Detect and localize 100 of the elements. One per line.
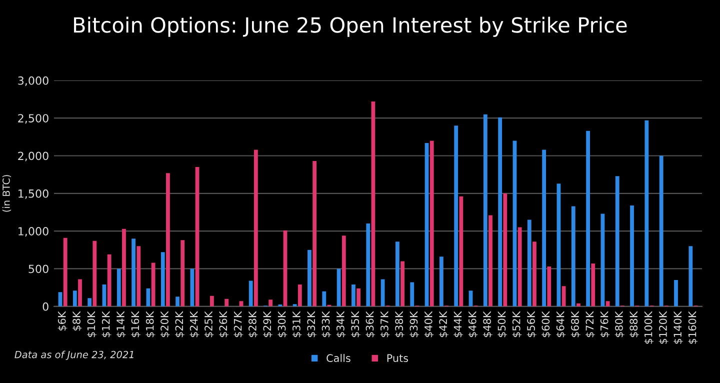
bar bbox=[78, 279, 82, 306]
bar bbox=[688, 246, 693, 306]
bar bbox=[366, 224, 370, 306]
x-tick-label: $16K bbox=[131, 311, 141, 338]
bar bbox=[132, 238, 136, 306]
x-tick-label: $38K bbox=[394, 311, 404, 338]
bar bbox=[644, 120, 649, 306]
bar bbox=[88, 298, 92, 306]
x-tick-label: $35K bbox=[350, 311, 360, 338]
chart-title: Bitcoin Options: June 25 Open Interest by Strike Price bbox=[74, 16, 627, 37]
y-tick-label: 2,500 bbox=[18, 114, 48, 124]
text: Data as of June 23, 2021 bbox=[14, 350, 134, 360]
bar bbox=[308, 250, 312, 306]
x-tick-label: $64K bbox=[556, 311, 566, 338]
bar bbox=[356, 288, 361, 306]
x-tick-label: $72K bbox=[586, 311, 595, 338]
y-tick-label: 2,000 bbox=[18, 152, 48, 162]
bar bbox=[224, 298, 229, 306]
bar bbox=[430, 140, 434, 306]
bar bbox=[532, 242, 536, 306]
bar bbox=[190, 268, 194, 306]
legend-label: Puts bbox=[387, 354, 408, 362]
x-tick-label: $50K bbox=[498, 311, 508, 338]
bar bbox=[342, 236, 346, 306]
bar bbox=[586, 130, 590, 306]
y-tick-label: 3,000 bbox=[18, 76, 48, 86]
bar bbox=[498, 117, 502, 306]
bar bbox=[92, 240, 97, 306]
x-tick-label: $76K bbox=[600, 311, 610, 338]
bar bbox=[298, 284, 302, 306]
x-tick-label: $56K bbox=[526, 311, 536, 338]
bar bbox=[395, 242, 400, 306]
x-tick-label: $18K bbox=[146, 311, 156, 338]
x-tick-label: $46K bbox=[468, 311, 478, 338]
bar bbox=[410, 282, 414, 306]
x-tick-label: $14K bbox=[116, 311, 126, 338]
x-tick-label: $34K bbox=[336, 311, 346, 338]
x-tick-label: $32K bbox=[306, 311, 316, 338]
x-tick-label: $48K bbox=[482, 311, 492, 338]
x-tick-label: $24K bbox=[190, 311, 200, 338]
x-tick-label: $10K bbox=[87, 311, 97, 338]
bar bbox=[615, 176, 620, 306]
bar bbox=[210, 296, 214, 306]
x-tick-label: $22K bbox=[175, 311, 184, 338]
y-axis-title: (in BTC) bbox=[2, 175, 12, 212]
bar bbox=[439, 256, 444, 306]
x-tick-label: $36K bbox=[366, 311, 376, 338]
x-tick-label: $88K bbox=[630, 311, 639, 338]
bar bbox=[116, 268, 121, 306]
bar bbox=[562, 286, 566, 306]
y-tick-label: 1,500 bbox=[18, 189, 48, 199]
x-tick-label: $44K bbox=[454, 311, 464, 338]
bar bbox=[63, 238, 68, 306]
bar bbox=[630, 205, 634, 306]
bar bbox=[176, 296, 180, 306]
bar bbox=[400, 261, 404, 306]
bar bbox=[503, 193, 508, 306]
bar bbox=[166, 173, 170, 306]
x-tick-label: $29K bbox=[263, 311, 272, 338]
x-tick-label: $30K bbox=[278, 311, 288, 338]
bar bbox=[72, 290, 77, 306]
bar bbox=[527, 220, 532, 306]
bar bbox=[488, 215, 492, 306]
bar bbox=[151, 262, 156, 306]
y-tick-label: 1,000 bbox=[18, 227, 48, 237]
x-tick-label: $8K bbox=[72, 311, 82, 330]
x-tick-label: $160K bbox=[688, 311, 698, 344]
bar bbox=[459, 196, 464, 306]
x-tick-label: $28K bbox=[248, 311, 258, 338]
bar bbox=[591, 263, 596, 306]
bar bbox=[160, 252, 165, 306]
x-tick-label: $12K bbox=[102, 311, 112, 338]
x-tick-label: $42K bbox=[438, 311, 448, 338]
x-tick-label: $60K bbox=[542, 311, 552, 338]
bar bbox=[336, 268, 341, 306]
bar bbox=[547, 266, 552, 306]
bar bbox=[674, 280, 678, 306]
bar bbox=[659, 156, 664, 306]
x-tick-label: $33K bbox=[322, 311, 332, 338]
x-tick-label: $37K bbox=[380, 311, 390, 338]
bar bbox=[254, 150, 258, 306]
y-tick-label: 500 bbox=[28, 264, 48, 274]
x-tick-label: $140K bbox=[674, 311, 683, 344]
legend-label: Calls bbox=[326, 354, 350, 362]
bar bbox=[180, 240, 185, 306]
bar bbox=[454, 126, 458, 306]
x-tick-label: $6K bbox=[58, 311, 68, 330]
x-tick-label: $25K bbox=[204, 311, 214, 338]
bar bbox=[571, 206, 576, 306]
x-tick-label: $52K bbox=[512, 311, 522, 338]
bar bbox=[268, 300, 273, 306]
bar bbox=[542, 150, 546, 306]
bar bbox=[122, 228, 126, 306]
bar bbox=[518, 227, 522, 306]
x-tick-label: $40K bbox=[424, 311, 434, 338]
x-tick-label: $39K bbox=[410, 311, 420, 338]
bar bbox=[107, 254, 112, 306]
bar bbox=[312, 161, 317, 306]
bar bbox=[136, 246, 141, 306]
y-tick-label: 0 bbox=[42, 302, 48, 311]
